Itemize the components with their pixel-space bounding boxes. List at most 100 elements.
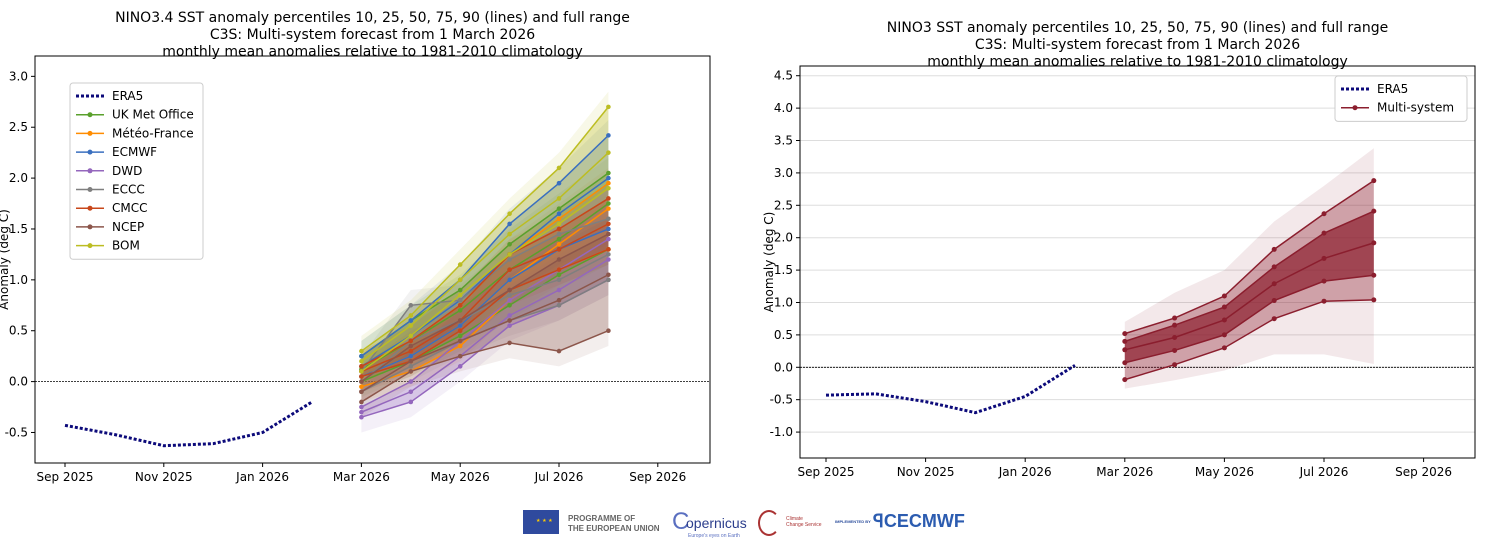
copernicus-logo-text: opernicus (686, 515, 747, 531)
model-line (360, 134, 609, 357)
model-point (556, 267, 562, 272)
model-line (360, 152, 609, 362)
model-point (507, 231, 512, 237)
percentile-point (1321, 230, 1327, 236)
model-point (507, 340, 512, 346)
model-point (606, 231, 611, 237)
model-point (457, 328, 463, 334)
model-point (507, 323, 512, 328)
percentile-line-p50 (1124, 242, 1375, 351)
model-line (361, 228, 609, 378)
model-point (507, 241, 512, 247)
legend-label: ECMWF (112, 145, 157, 159)
model-point (606, 257, 611, 262)
model-point (359, 389, 364, 395)
percentile-point (1122, 331, 1128, 337)
x-tick-label: Sep 2025 (37, 470, 94, 484)
legend: ERA5 UK Met Office Météo-France ECMWF DWD ECC… (69, 82, 204, 260)
model-point (457, 302, 463, 308)
percentile-point (1221, 293, 1227, 299)
percentile-point (1172, 347, 1178, 353)
model-point (359, 364, 364, 369)
percentile-point (1221, 317, 1227, 323)
model-point (507, 277, 512, 283)
model-point (408, 399, 414, 405)
model-point (359, 399, 364, 405)
model-point (556, 247, 562, 252)
percentile-point (1271, 298, 1277, 304)
percentile-point (1172, 322, 1178, 328)
y-tick-label: -0.5 (770, 393, 793, 407)
chart-panel-2: NINO3 SST anomaly percentiles 10, 25, 50… (762, 20, 1476, 479)
legend-label: Multi-system (1377, 101, 1454, 115)
model-point (556, 277, 562, 283)
percentile-point (1271, 281, 1277, 287)
y-tick-label: -0.5 (5, 425, 28, 439)
percentile-point (1221, 332, 1227, 338)
percentile-point (1371, 240, 1377, 246)
x-tick-label: Sep 2025 (798, 465, 855, 479)
model-line (360, 253, 609, 383)
model-point (606, 185, 611, 191)
percentile-line-p90 (1124, 180, 1375, 335)
chart-title-line: monthly mean anomalies relative to 1981-… (162, 44, 583, 60)
model-point (408, 323, 414, 328)
model-point (556, 241, 562, 247)
percentile-point (1172, 315, 1178, 321)
percentile-point (1321, 278, 1327, 284)
percentile-point (1122, 377, 1128, 383)
percentile-point (1271, 246, 1277, 252)
model-point (507, 287, 512, 293)
model-point (507, 292, 512, 298)
percentile-point (1321, 298, 1327, 304)
model-line (361, 274, 609, 393)
percentile-line-p10 (1124, 299, 1374, 381)
model-point (606, 247, 611, 252)
model-point (359, 404, 364, 410)
model-point (507, 221, 512, 227)
model-point (556, 211, 562, 217)
legend-label: DWD (112, 164, 142, 178)
y-tick-label: 2.0 (774, 231, 793, 245)
percentile-line-p25 (1124, 274, 1374, 364)
model-point (457, 318, 463, 323)
model-point (507, 318, 512, 323)
y-axis-label: Anomaly (deg C) (0, 209, 11, 310)
y-tick-label: 0.0 (9, 375, 28, 389)
copernicus-c-icon: C (672, 508, 690, 535)
era5-line (825, 364, 1076, 415)
model-point (606, 328, 611, 334)
plot-frame (34, 55, 711, 464)
legend-label: BOM (112, 239, 140, 253)
model-line (361, 223, 609, 373)
percentile-point (1172, 362, 1178, 368)
y-tick-label: 1.0 (774, 295, 793, 309)
legend-marker (87, 149, 93, 155)
model-point (606, 196, 611, 201)
percentile-point (1122, 347, 1128, 353)
legend-label: ERA5 (1377, 82, 1408, 96)
model-point (606, 104, 611, 110)
eu-flag-logo: ★ ★ ★ (523, 510, 559, 534)
model-point (359, 379, 364, 384)
model-point (457, 277, 463, 283)
model-point (457, 297, 463, 303)
copernicus-tagline: Europe's eyes on Earth (688, 533, 740, 539)
model-point (408, 318, 414, 323)
model-line (360, 187, 609, 373)
model-point (606, 272, 611, 278)
percentile-point (1371, 272, 1377, 278)
era5-line (64, 400, 313, 448)
legend-marker (87, 112, 93, 118)
legend-marker (87, 187, 93, 192)
chart-title-line: C3S: Multi-system forecast from 1 March … (210, 27, 535, 43)
y-tick-label: 2.5 (9, 120, 28, 134)
y-tick-label: 3.0 (9, 69, 28, 83)
y-tick-label: 3.5 (774, 134, 793, 148)
legend-marker (87, 224, 93, 230)
y-tick-label: 2.0 (9, 171, 28, 185)
legend-marker (87, 168, 93, 174)
model-point (556, 236, 562, 242)
chart-title-line: NINO3.4 SST anomaly percentiles 10, 25, … (115, 10, 630, 26)
